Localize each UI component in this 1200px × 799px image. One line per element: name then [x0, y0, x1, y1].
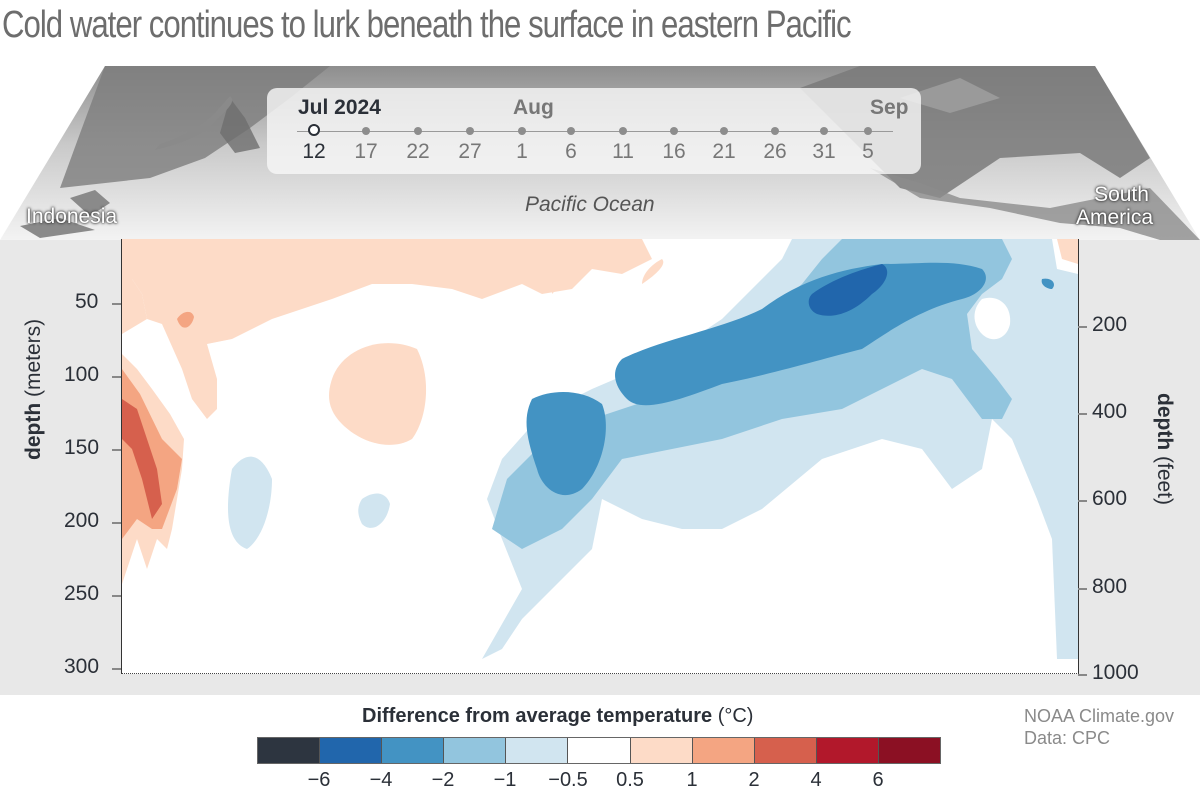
timeline-month-sep: Sep	[870, 96, 909, 119]
legend-tick: 6	[872, 769, 884, 791]
legend-swatch	[258, 738, 321, 763]
source-credit: NOAA Climate.gov Data: CPC	[1024, 706, 1175, 748]
y-tick-mark	[1078, 500, 1087, 502]
anomaly-contours	[122, 239, 1078, 659]
timeline-day[interactable]: 5	[862, 140, 874, 163]
y-tick-left: 200	[64, 509, 100, 532]
map-label-south-america: South America	[1076, 183, 1154, 229]
timeline-day[interactable]: 17	[354, 140, 378, 163]
y-axis-label-feet: depth (feet)	[1153, 393, 1176, 506]
y-tick-mark	[1078, 588, 1087, 590]
y-tick-mark	[112, 303, 121, 305]
y-tick-mark	[112, 449, 121, 451]
y-tick-mark	[1078, 413, 1087, 415]
timeline-dot-aug-16[interactable]	[670, 127, 678, 135]
y-tick-left: 100	[64, 363, 100, 386]
legend-swatch	[754, 738, 817, 763]
y-tick-mark	[1078, 326, 1087, 328]
color-scale-legend	[257, 737, 941, 764]
y-tick-left: 300	[64, 655, 100, 678]
timeline-dot-aug-11[interactable]	[619, 127, 627, 135]
legend-tick: 4	[810, 769, 822, 791]
y-axis-label-meters: depth (meters)	[22, 318, 45, 460]
timeline-dot-jul-22[interactable]	[414, 127, 422, 135]
timeline-month-jul: Jul 2024	[298, 96, 381, 119]
timeline-dot-aug-26[interactable]	[771, 127, 779, 135]
timeline-dot-jul-27[interactable]	[466, 127, 474, 135]
timeline-dot-jul-12[interactable]	[308, 124, 320, 136]
legend-tick: −4	[369, 769, 393, 791]
y-tick-left: 150	[64, 436, 100, 459]
timeline-dot-aug-6[interactable]	[567, 127, 575, 135]
timeline-day[interactable]: 1	[516, 140, 528, 163]
map-label-pacific-ocean: Pacific Ocean	[525, 193, 655, 216]
timeline-day[interactable]: 6	[565, 140, 577, 163]
timeline-day[interactable]: 26	[763, 140, 787, 163]
timeline-dot-aug-21[interactable]	[720, 127, 728, 135]
legend-tick: −1	[493, 769, 517, 791]
map-label-indonesia: Indonesia	[26, 205, 118, 228]
legend-tick: 2	[748, 769, 760, 791]
timeline-day[interactable]: 16	[662, 140, 686, 163]
y-tick-left: 50	[75, 290, 99, 313]
y-tick-right: 600	[1092, 487, 1128, 510]
timeline-day[interactable]: 12	[302, 140, 326, 163]
timeline-day[interactable]: 21	[712, 140, 736, 163]
timeline-month-aug: Aug	[513, 96, 554, 119]
timeline-dot-aug-1[interactable]	[518, 127, 526, 135]
y-tick-mark	[1078, 674, 1087, 676]
page-title: Cold water continues to lurk beneath the…	[2, 4, 852, 46]
y-tick-mark	[112, 595, 121, 597]
timeline-dot-sep-5[interactable]	[864, 127, 872, 135]
y-tick-left: 250	[64, 582, 100, 605]
timeline-day[interactable]: 22	[406, 140, 430, 163]
timeline-dot-aug-31[interactable]	[820, 127, 828, 135]
legend-title: Difference from average temperature (°C)	[362, 705, 754, 727]
timeline-dot-jul-17[interactable]	[362, 127, 370, 135]
legend-tick: −0.5	[548, 769, 588, 791]
timeline-day[interactable]: 31	[812, 140, 836, 163]
heatmap-plot	[121, 239, 1079, 674]
date-timeline: Jul 2024 Aug Sep 12 17 22 27 1 6 11 16 2…	[267, 88, 921, 174]
timeline-day[interactable]: 11	[612, 140, 634, 163]
y-tick-mark	[112, 522, 121, 524]
legend-swatch	[692, 738, 755, 763]
y-tick-right: 1000	[1092, 661, 1139, 684]
legend-swatch	[382, 738, 445, 763]
legend-swatch	[506, 738, 569, 763]
y-tick-mark	[112, 376, 121, 378]
y-tick-right: 400	[1092, 400, 1128, 423]
legend-tick: 0.5	[616, 769, 644, 791]
legend-swatch	[568, 738, 631, 763]
legend-swatch	[878, 738, 941, 763]
legend-swatch	[320, 738, 383, 763]
legend-tick: 1	[686, 769, 698, 791]
legend-tick: −2	[431, 769, 455, 791]
timeline-track[interactable]	[297, 131, 893, 132]
legend-swatch	[444, 738, 507, 763]
legend-swatch	[816, 738, 879, 763]
timeline-day[interactable]: 27	[458, 140, 482, 163]
y-tick-mark	[112, 668, 121, 670]
y-tick-right: 200	[1092, 313, 1128, 336]
y-tick-right: 800	[1092, 575, 1128, 598]
legend-tick: −6	[307, 769, 331, 791]
legend-swatch	[630, 738, 693, 763]
